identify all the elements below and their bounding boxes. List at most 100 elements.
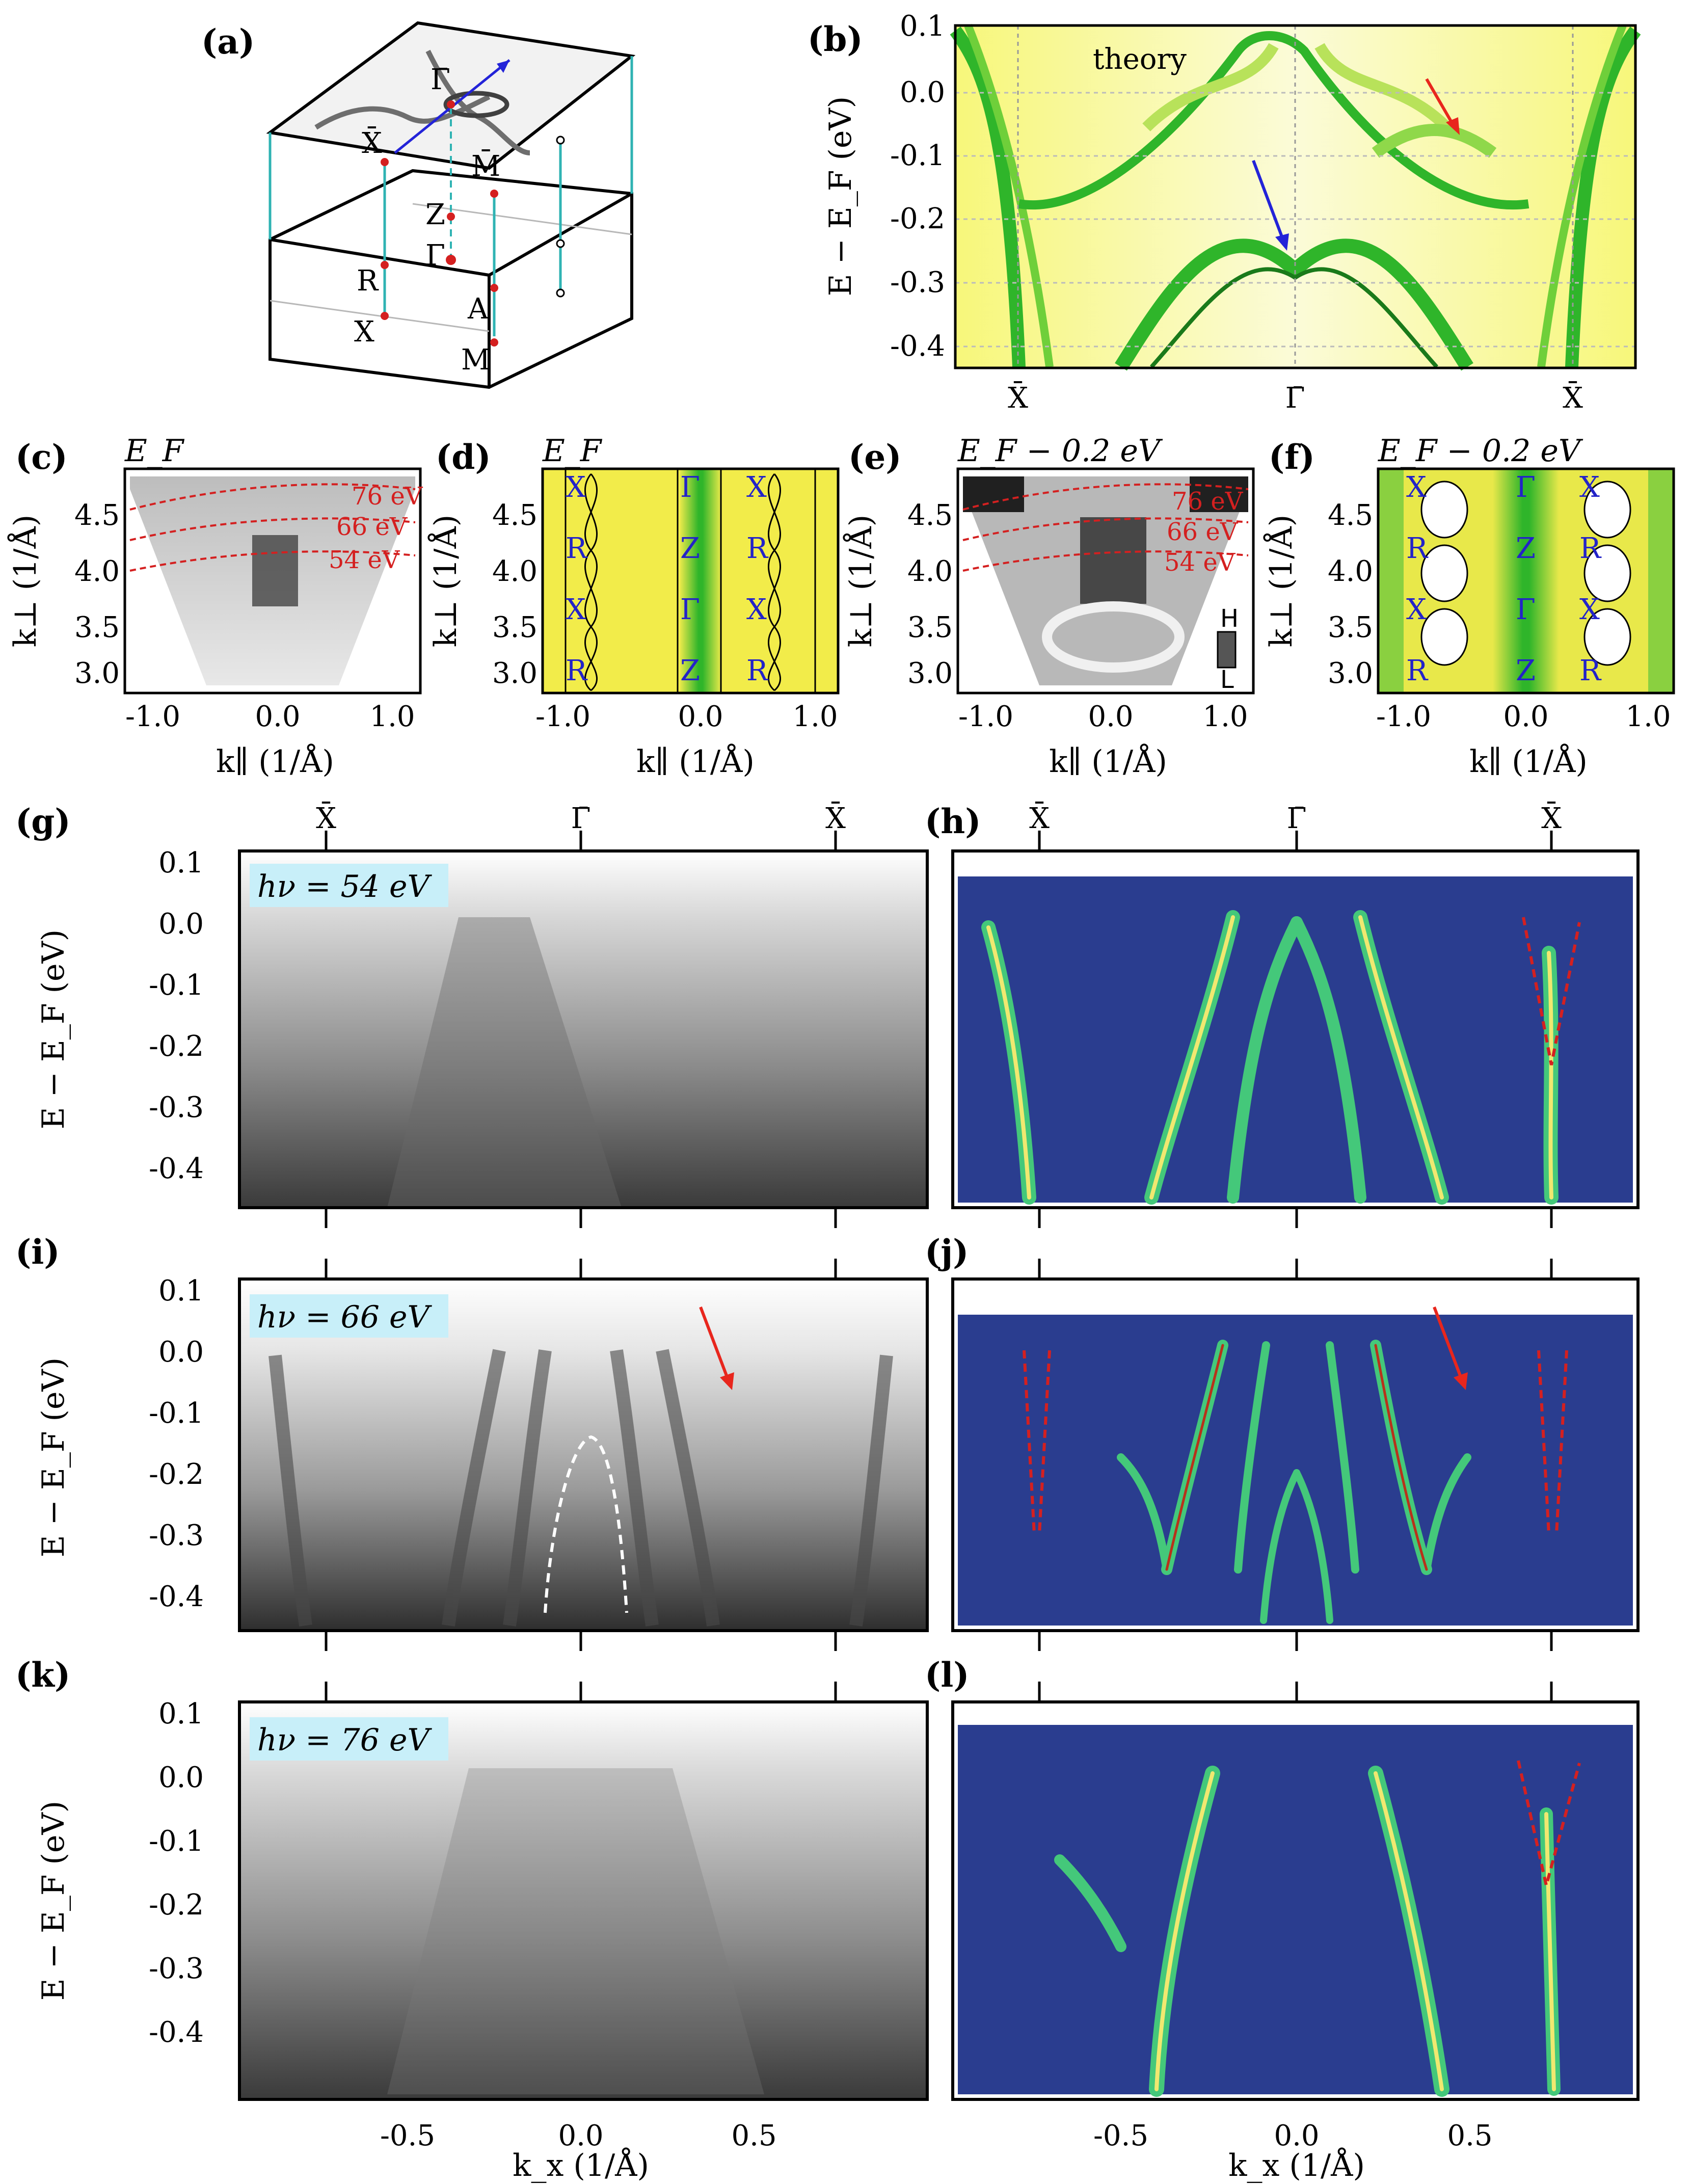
energy-54: 54 eV [329,546,400,574]
ytick: 0.0 [158,1761,204,1794]
xtick: -1.0 [1376,700,1431,733]
arpes-yticks-row3: 0.1 0.0 -0.1 -0.2 -0.3 -0.4 [149,1697,204,2049]
panel-l-label: (l) [925,1655,970,1695]
panel-j: (j) [925,1232,1640,1632]
red-arrow [1425,78,1456,128]
panel-h-label: (h) [925,802,981,841]
xtick: 0.0 [678,700,723,733]
point-label: Γ [1516,471,1536,504]
point-z [447,212,455,221]
ytick: 3.5 [1328,611,1373,644]
fs-xticks-e: -1.0 0.0 1.0 [958,700,1248,733]
label-gamma-bar: Γ̄ [431,63,450,96]
point-label: Z [680,654,700,687]
theory-bands [950,24,1641,371]
arpes-k-band [387,1768,764,2094]
point-label: Z [1516,654,1536,687]
point-label: X [1406,593,1427,626]
ytick: -0.1 [149,1825,204,1858]
gamma-bar-pocket [443,91,509,118]
label-x-bar: X̄ [362,126,382,160]
between-row-ticks [325,831,1553,1702]
energy-76: 76 eV [352,482,423,511]
fs-ylabel-c: k⊥ (1/Å) [7,515,43,647]
xtick: 1.0 [1625,700,1671,733]
panel-c-title: E_F [124,433,185,469]
panel-d: (d) E_F X R X R Γ Z Γ Z X R X R 4.5 4.0 … [427,433,840,780]
ytick: -0.3 [890,266,945,299]
point-x-bar [381,158,389,166]
panel-b: (b) theory 0.1 0.0 -0.1 -0.2 -0.3 -0.4 E… [808,10,1641,415]
label-m-bar: M̄ [471,149,500,183]
arpes-k-frame [238,1700,929,2101]
ytick: -0.4 [149,1152,204,1185]
fs-xlabel-c: k∥ (1/Å) [216,743,334,780]
open-point [556,288,565,298]
xtick: 0.0 [1274,2119,1319,2152]
arpes-xticks-left: -0.5 0.0 0.5 [380,2119,777,2152]
xtick: 1.0 [369,700,415,733]
top-tick-gamma: Γ̄ [571,802,591,835]
panel-d-label: (d) [436,437,491,477]
point-label: X [566,471,586,504]
xtick: -0.5 [1093,2119,1148,2152]
fs-ylabel-d: k⊥ (1/Å) [427,515,464,647]
panel-l: (l) [925,1655,1640,2101]
arpes-yticks-row1: 0.1 0.0 -0.1 -0.2 -0.3 -0.4 [149,846,204,1185]
point-label: Γ [680,593,700,626]
xtick: Γ̄ [1285,382,1305,415]
panel-k: (k) hν = 76 eV [15,1655,929,2101]
point-label: Γ [1516,593,1536,626]
panel-f: (f) E_F − 0.2 eV X R X R Γ Z Γ Z X R X R… [1263,433,1675,780]
fs-xticks-d: -1.0 0.0 1.0 [535,700,838,733]
energy-54: 54 eV [1164,548,1236,577]
top-tick-x: X̄ [825,801,846,835]
colorbar-high: H [1220,604,1239,633]
arpes-l-map [958,1725,1633,2094]
ytick: -0.1 [890,139,945,172]
ytick: -0.3 [149,1952,204,1985]
xtick: X̄ [1008,381,1028,415]
xtick: 0.0 [1503,700,1548,733]
panel-j-label: (j) [925,1232,969,1272]
arpes-l-bands [1054,1766,1561,2097]
point-label: R [1406,532,1429,565]
photon-box-g [250,864,448,907]
ytick: 0.1 [900,10,945,43]
point-label: Z [1516,532,1536,565]
panel-a: (a) Γ̄ X̄ M̄ Z Γ R A X M [201,21,636,389]
panel-c-label: (c) [15,437,68,477]
bulk-bz-midplane [270,300,490,332]
xtick: -1.0 [535,700,590,733]
label-z: Z [425,198,445,231]
dashed-guides-j [1023,1350,1568,1534]
colorbar [1217,631,1237,669]
arpes-k-image [239,1702,927,2099]
ytick: 3.0 [492,657,538,690]
red-arrow-head [720,1372,734,1390]
label-gamma: Γ [425,239,445,272]
energy-66: 66 eV [336,513,408,541]
label-r: R [357,264,379,298]
ylabel-row2: E − E_F (eV) [36,1357,71,1557]
xtick: 0.0 [558,2119,603,2152]
panel-e: (e) E_F − 0.2 eV 76 eV 66 eV 54 eV H L 4… [843,433,1255,780]
panel-f-label: (f) [1269,437,1315,477]
blue-arrow-head [1275,233,1289,251]
ytick: 4.0 [74,555,120,588]
arpes-yticks-row2: 0.1 0.0 -0.1 -0.2 -0.3 -0.4 [149,1274,204,1613]
point-a [490,284,498,292]
ytick: 0.1 [158,846,204,880]
energy-66: 66 eV [1167,518,1239,546]
top-tick-x: X̄ [316,801,336,835]
panel-d-frame [541,467,840,695]
ytick: 4.0 [492,555,538,588]
point-label: R [746,654,769,687]
dashed-guide-l [1517,1760,1581,1886]
theory-annotation: theory [1093,43,1187,76]
point-label: Z [680,532,700,565]
xtick: 0.5 [1447,2119,1492,2152]
point-label: R [1406,654,1429,687]
theory-yticks: 0.1 0.0 -0.1 -0.2 -0.3 -0.4 [890,10,945,363]
